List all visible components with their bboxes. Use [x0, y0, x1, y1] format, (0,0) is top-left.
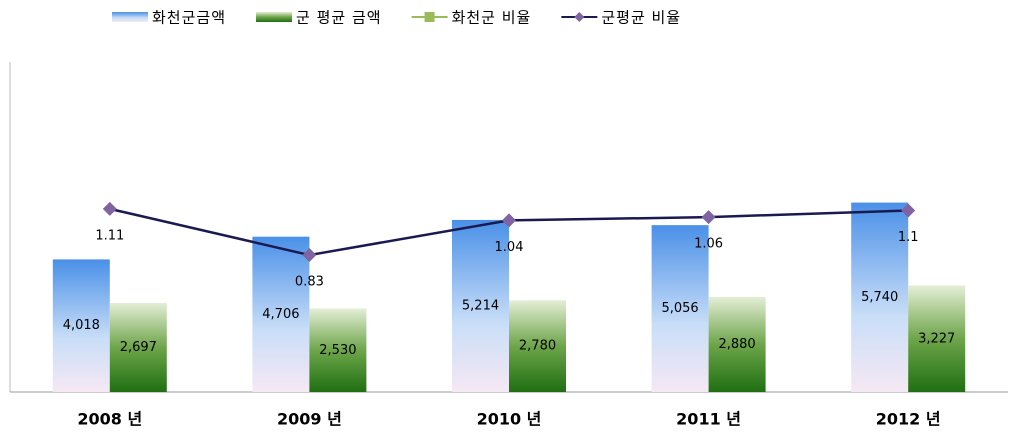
- legend-marker: [574, 12, 585, 22]
- x-tick-label: 2010 년: [477, 410, 542, 429]
- data-label: 2,780: [519, 339, 556, 354]
- data-label: 2,697: [120, 340, 157, 355]
- bar: [908, 285, 966, 392]
- x-tick-label: 2009 년: [277, 410, 342, 429]
- bar: [52, 259, 110, 392]
- line-marker: [102, 201, 117, 216]
- bar: [851, 202, 909, 392]
- legend-marker: [424, 12, 435, 22]
- data-label: 2,880: [718, 337, 755, 352]
- line-marker: [701, 210, 716, 225]
- data-label: 1.06: [694, 237, 723, 252]
- data-label: 1.1: [898, 230, 919, 245]
- bar: [651, 225, 709, 392]
- bar: [708, 296, 766, 392]
- data-label: 5,056: [661, 301, 698, 316]
- x-tick-label: 2012 년: [876, 410, 941, 429]
- bar: [252, 236, 310, 392]
- legend-swatch: [112, 12, 148, 22]
- bar: [309, 308, 367, 392]
- bar: [452, 219, 509, 392]
- data-label: 1.11: [95, 228, 124, 243]
- line-marker: [502, 213, 516, 228]
- data-label: 4,706: [262, 307, 299, 322]
- data-label: 5,740: [861, 290, 898, 305]
- data-label: 4,018: [63, 318, 100, 333]
- bar: [109, 302, 167, 392]
- legend-swatch: [256, 12, 293, 22]
- bar: [509, 300, 566, 392]
- legend-label: 화천군금액: [152, 9, 226, 27]
- data-label: 5,214: [462, 298, 499, 313]
- data-label: 3,227: [918, 331, 955, 346]
- x-tick-label: 2008 년: [77, 410, 142, 429]
- line-marker: [901, 203, 916, 218]
- data-label: 1.04: [495, 240, 524, 255]
- legend-label: 화천군 비율: [452, 9, 532, 27]
- data-label: 0.83: [295, 275, 324, 290]
- line-marker: [302, 248, 317, 263]
- legend-label: 군 평균 금액: [296, 9, 382, 27]
- data-label: 2,530: [319, 343, 356, 358]
- x-tick-label: 2011 년: [676, 410, 741, 429]
- legend-label: 군평균 비율: [601, 9, 681, 27]
